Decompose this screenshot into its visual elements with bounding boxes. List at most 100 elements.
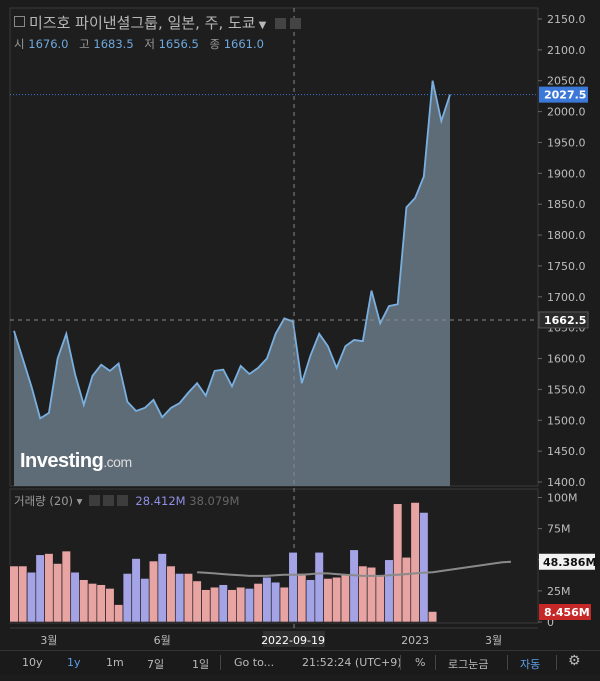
volume-bar [427, 611, 438, 623]
crosshair-price-label: 1662.5 [544, 314, 586, 327]
settings-icon[interactable] [103, 495, 115, 506]
low-value: 1656.5 [158, 37, 199, 51]
volume-bar [131, 558, 141, 623]
volume-bar [122, 573, 132, 623]
volume-bar [140, 578, 150, 623]
crosshair-date-badge [263, 631, 326, 647]
volume-ma-line [197, 560, 512, 577]
settings-icon[interactable] [275, 18, 287, 29]
close-icon[interactable] [290, 18, 302, 29]
volume-bar [384, 559, 394, 623]
auto-scale-toggle[interactable]: 자동 [520, 658, 541, 671]
price-tick-label: 1950.0 [547, 136, 586, 149]
last-volume-label: 8.456M [544, 606, 590, 619]
volume-bar [201, 589, 211, 623]
open-label: 시 [14, 37, 25, 51]
last-price-badge [539, 86, 588, 103]
bottom-toolbar: 10y 1y 1m 7일 1일 Go to... 21:52:24 (UTC+9… [0, 650, 600, 675]
volume-bar [44, 553, 54, 623]
volume-bar [148, 560, 159, 623]
x-tick-label: 2022-09-19 [261, 634, 325, 647]
price-tick-label: 2050.0 [547, 75, 586, 88]
ohlc-readout: 시 1676.0 고 1683.5 저 1656.5 종 1661.0 [14, 36, 271, 52]
volume-bar [218, 584, 228, 623]
gear-icon[interactable]: ⚙ [568, 653, 581, 669]
volume-bar [323, 578, 333, 623]
volume-bar [114, 604, 124, 623]
high-label: 고 [79, 37, 90, 51]
chevron-down-icon[interactable]: ▼ [258, 20, 267, 31]
divider [220, 655, 221, 670]
volume-tick-label: 25M [547, 585, 571, 598]
low-label: 저 [144, 37, 155, 51]
eye-icon[interactable] [89, 495, 101, 506]
close-icon[interactable] [117, 495, 129, 506]
price-tick-label: 2000.0 [547, 106, 586, 119]
volume-bar [35, 554, 45, 623]
instrument-title[interactable]: 미즈호 파이낸셜그룹, 일본, 주, 도쿄 [29, 14, 256, 32]
log-scale-toggle[interactable]: 로그눈금 [448, 658, 489, 671]
period-1d[interactable]: 1일 [192, 658, 210, 671]
x-tick-label: 6월 [154, 634, 171, 647]
period-1m[interactable]: 1m [106, 656, 124, 669]
volume-bar [87, 583, 98, 623]
volume-bar [375, 574, 385, 623]
volume-bar [183, 573, 194, 623]
period-7d[interactable]: 7일 [147, 658, 165, 671]
volume-bar [297, 573, 307, 623]
volume-bar [79, 579, 89, 623]
last-volume-badge [539, 604, 591, 620]
volume-bar [332, 576, 342, 623]
last-price-label: 2027.5 [544, 89, 586, 102]
price-tick-label: 1400.0 [547, 476, 586, 489]
price-tick-label: 1800.0 [547, 229, 586, 242]
divider [435, 655, 436, 670]
volume-ma-label: 48.386M [543, 556, 596, 569]
close-label: 종 [209, 37, 221, 51]
volume-bar [192, 580, 202, 623]
chart-header: 미즈호 파이낸셜그룹, 일본, 주, 도쿄 ▼ [14, 12, 302, 33]
volume-bar [26, 571, 37, 623]
investing-logo: Investing.com [20, 450, 132, 472]
volume-bar [209, 586, 220, 623]
volume-bar [305, 579, 316, 623]
volume-tick-label: 100M [547, 492, 578, 505]
divider [400, 655, 401, 670]
volume-bar [52, 563, 63, 623]
chevron-down-icon[interactable]: ▾ [76, 494, 83, 508]
crosshair-price-badge [538, 311, 589, 329]
price-tick-label: 1700.0 [547, 291, 586, 304]
volume-bar [244, 588, 255, 623]
period-1y[interactable]: 1y [67, 656, 81, 669]
volume-bar [236, 586, 246, 623]
goto-button[interactable]: Go to... [234, 656, 275, 669]
close-value: 1661.0 [223, 37, 264, 51]
high-value: 1683.5 [93, 37, 134, 51]
period-10y[interactable]: 10y [22, 656, 43, 669]
price-tick-label: 1900.0 [547, 167, 586, 180]
collapse-icon[interactable] [14, 16, 25, 27]
x-tick-label: 3월 [40, 634, 57, 647]
price-tick-label: 1450.0 [547, 445, 586, 458]
volume-bar [166, 565, 176, 623]
volume-bar [270, 581, 281, 623]
volume-ma-badge [539, 553, 595, 570]
percent-toggle[interactable]: % [415, 656, 426, 669]
volume-bar [105, 588, 115, 623]
volume-bar [393, 503, 403, 623]
volume-bar [279, 586, 289, 623]
volume-bar [314, 551, 324, 623]
volume-bar [358, 565, 368, 623]
volume-bar [96, 584, 106, 623]
volume-bar [410, 502, 420, 623]
volume-bar [288, 551, 298, 623]
volume-title[interactable]: 거래량 (20) [14, 494, 74, 508]
volume-bar [18, 565, 28, 623]
volume-bar [349, 549, 359, 623]
price-tick-label: 1850.0 [547, 198, 586, 211]
open-value: 1676.0 [28, 37, 69, 51]
volume-bar [70, 571, 80, 623]
volume-bar [175, 573, 185, 623]
price-tick-label: 1500.0 [547, 414, 586, 427]
